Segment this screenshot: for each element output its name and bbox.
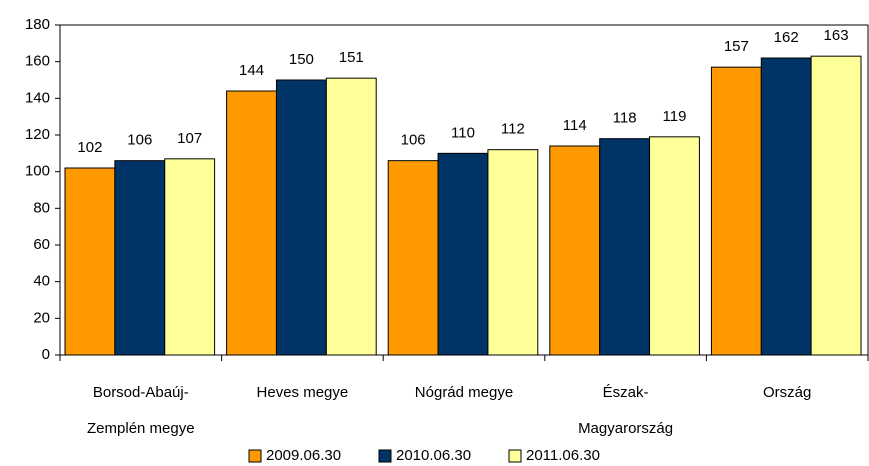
value-label: 102 — [77, 139, 102, 156]
y-tick-label: 80 — [33, 199, 50, 216]
y-tick-label: 140 — [25, 89, 50, 106]
value-label: 163 — [824, 27, 849, 44]
bar — [164, 158, 216, 356]
legend-swatch — [248, 449, 262, 463]
bar — [549, 145, 601, 356]
value-label: 157 — [724, 38, 749, 55]
legend-label: 2009.06.30 — [266, 447, 341, 464]
legend-swatch — [508, 449, 522, 463]
x-tick-label: Észak-Magyarország — [578, 384, 673, 437]
bar — [760, 57, 812, 356]
bar — [710, 66, 762, 356]
bar — [275, 79, 327, 356]
x-tick-label: Heves megye — [257, 384, 349, 401]
value-label: 110 — [451, 124, 475, 141]
value-label: 162 — [774, 29, 799, 46]
y-tick-label: 180 — [25, 16, 50, 33]
bar — [437, 152, 489, 356]
y-tick-label: 160 — [25, 53, 50, 70]
bar — [64, 167, 116, 356]
value-label: 118 — [613, 110, 637, 127]
y-tick-label: 120 — [25, 126, 50, 143]
bar — [487, 149, 539, 356]
value-label: 107 — [177, 130, 202, 147]
bar — [325, 77, 377, 356]
x-tick-label: Ország — [763, 384, 811, 401]
value-label: 151 — [339, 49, 364, 66]
value-label: 150 — [289, 51, 314, 68]
x-tick-label: Nógrád megye — [415, 384, 513, 401]
legend-label: 2010.06.30 — [396, 447, 471, 464]
value-label: 114 — [563, 117, 587, 134]
y-tick-label: 60 — [33, 236, 50, 253]
bar — [599, 138, 651, 356]
legend-label: 2011.06.30 — [526, 447, 600, 464]
value-label: 144 — [239, 62, 264, 79]
y-tick-label: 40 — [33, 273, 50, 290]
bar — [810, 55, 862, 356]
bar — [387, 160, 439, 356]
value-label: 106 — [401, 132, 426, 149]
value-label: 112 — [501, 121, 525, 138]
bar — [114, 160, 166, 356]
y-tick-label: 100 — [25, 163, 50, 180]
bar — [649, 136, 700, 356]
legend-swatch — [378, 449, 392, 463]
value-label: 106 — [127, 132, 152, 149]
x-tick-label: Borsod-Abaúj-Zemplén megye — [87, 384, 195, 437]
bar — [226, 90, 277, 356]
y-tick-label: 20 — [33, 309, 50, 326]
value-label: 119 — [663, 108, 687, 125]
y-tick-label: 0 — [42, 346, 50, 363]
